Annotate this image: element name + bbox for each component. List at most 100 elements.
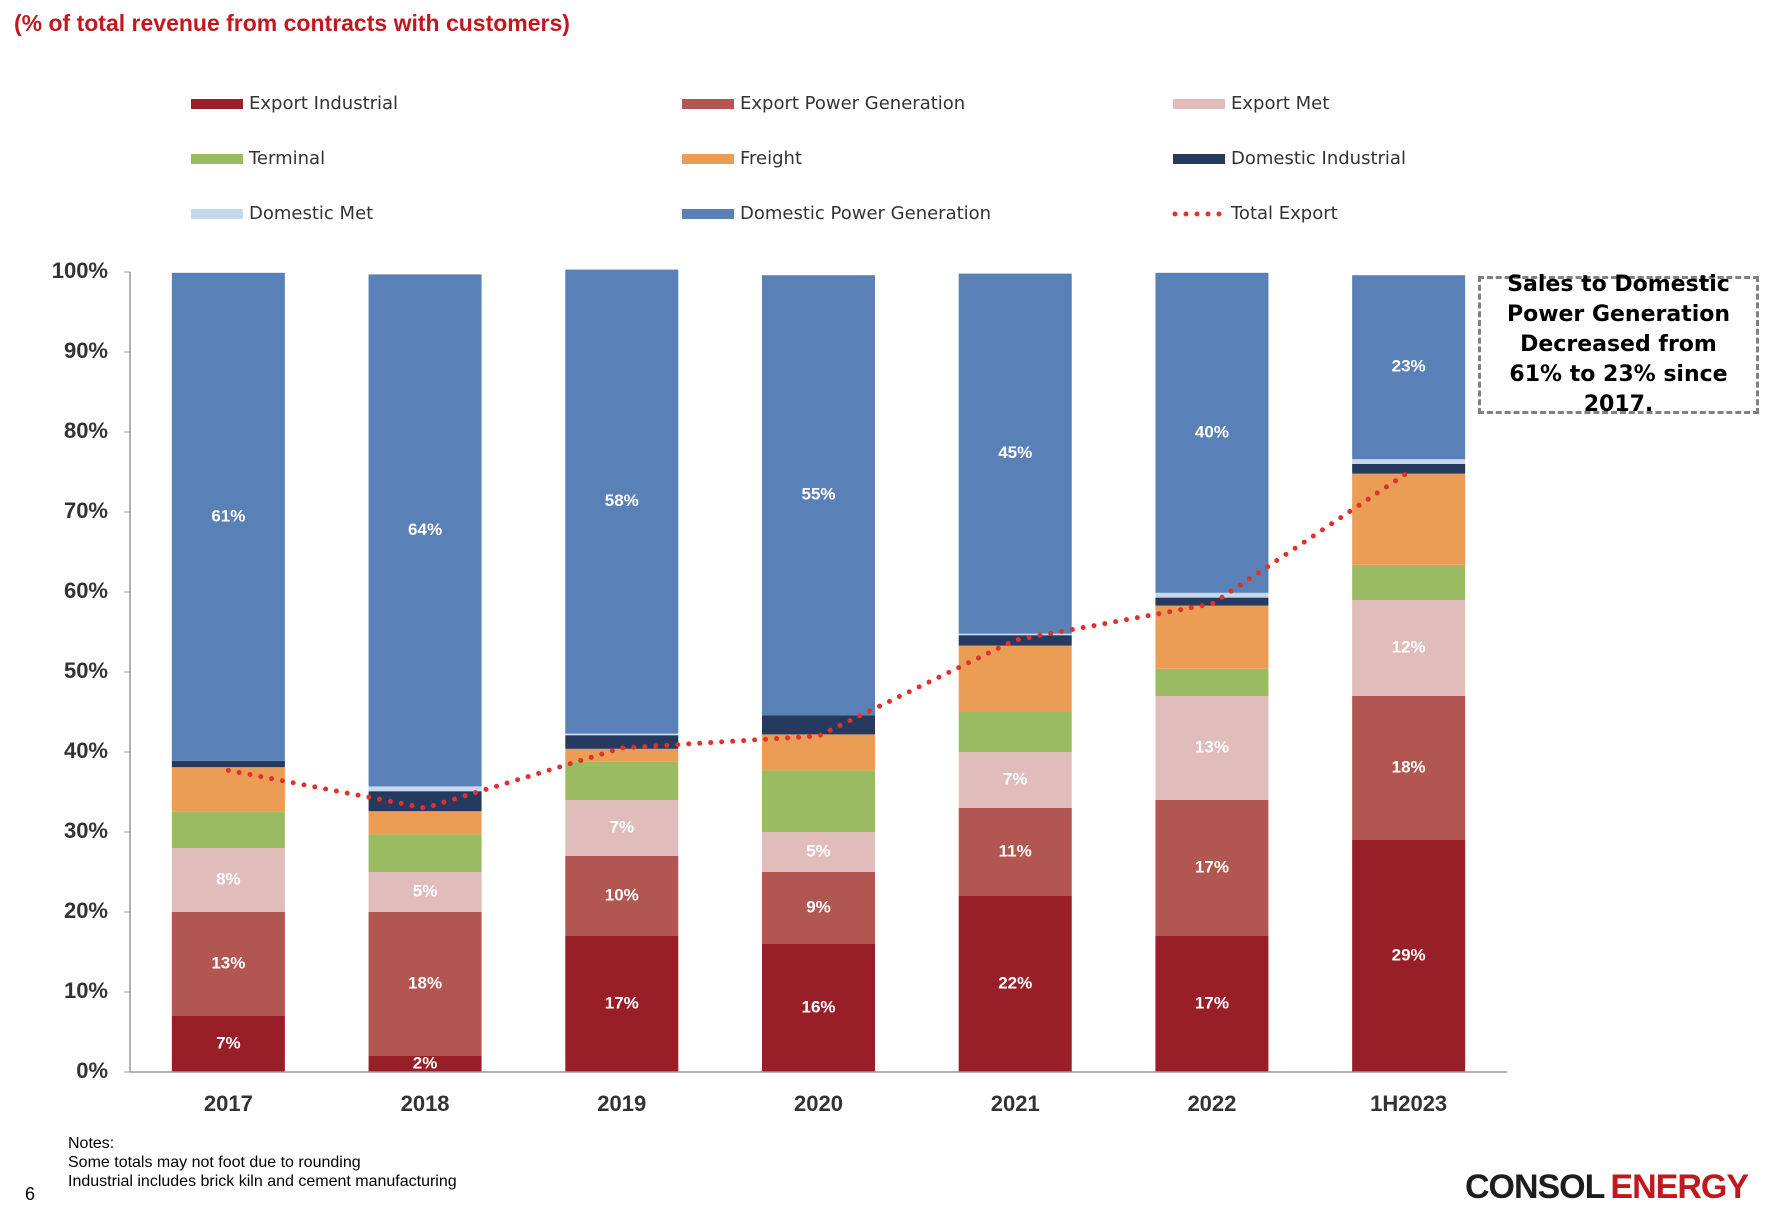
legend-swatch xyxy=(1173,99,1225,109)
bar-segment xyxy=(762,734,875,771)
data-label: 11% xyxy=(999,841,1032,860)
bar-segment xyxy=(368,791,482,812)
bar-segment xyxy=(1155,936,1269,1072)
legend-label: Freight xyxy=(740,148,802,169)
bar-segment xyxy=(1155,800,1269,936)
y-tick-label: 30% xyxy=(64,818,108,843)
logo-text: CONSOL xyxy=(1464,1168,1605,1206)
x-tick-label: 2021 xyxy=(991,1091,1040,1116)
legend-label: Domestic Industrial xyxy=(1231,148,1406,169)
y-tick-label: 100% xyxy=(52,258,108,283)
bar-segment xyxy=(1155,668,1269,696)
bar-segment xyxy=(762,872,875,944)
bar-segment xyxy=(958,712,1072,752)
bar-segment xyxy=(368,834,482,872)
data-label: 40% xyxy=(1195,422,1229,441)
x-tick-label: 1H2023 xyxy=(1370,1091,1447,1116)
x-tick-label: 2019 xyxy=(597,1091,646,1116)
data-label: 64% xyxy=(408,520,442,539)
data-label: 45% xyxy=(998,443,1032,462)
bar-segment xyxy=(958,635,1072,646)
x-tick-label: 2017 xyxy=(204,1091,253,1116)
page-number: 6 xyxy=(25,1184,36,1204)
data-label: 13% xyxy=(1195,737,1229,756)
legend-swatch xyxy=(682,99,734,109)
data-label: 17% xyxy=(605,993,639,1012)
bar-segment xyxy=(1352,473,1466,565)
bar-segment xyxy=(368,811,482,835)
bar-segment xyxy=(171,912,285,1016)
legend-label: Total Export xyxy=(1230,203,1338,224)
x-tick-label: 2018 xyxy=(401,1091,450,1116)
y-tick-label: 0% xyxy=(76,1058,108,1083)
bar-segment xyxy=(958,808,1072,896)
legend-label: Export Industrial xyxy=(249,93,398,114)
bar-segment xyxy=(1155,605,1269,669)
note: Some totals may not foot due to rounding xyxy=(68,1154,361,1171)
bar-segment xyxy=(958,752,1072,808)
bar-segment xyxy=(762,275,875,716)
bar-segment xyxy=(1352,564,1466,600)
y-tick-label: 90% xyxy=(64,338,108,363)
data-label: 29% xyxy=(1392,945,1426,964)
legend-label: Export Met xyxy=(1231,93,1329,114)
legend-swatch xyxy=(1173,154,1225,164)
legend-swatch xyxy=(682,209,734,219)
bar-segment xyxy=(368,786,482,792)
logo-text: ENERGY xyxy=(1610,1168,1749,1206)
bar-segment xyxy=(171,811,285,848)
data-label: 23% xyxy=(1392,357,1426,376)
data-label: 22% xyxy=(998,973,1032,992)
legend-label: Export Power Generation xyxy=(740,93,965,114)
bar-segment xyxy=(958,645,1072,712)
bar-segment xyxy=(565,269,679,734)
note: Industrial includes brick kiln and cemen… xyxy=(68,1173,457,1190)
bar-segment xyxy=(368,872,482,912)
data-label: 5% xyxy=(806,841,831,860)
bar-segment xyxy=(762,715,875,735)
data-label: 13% xyxy=(211,953,245,972)
y-tick-label: 40% xyxy=(64,738,108,763)
bar-segment xyxy=(368,912,482,1056)
bar-segment xyxy=(171,848,285,912)
y-tick-label: 10% xyxy=(64,978,108,1003)
data-label: 17% xyxy=(1195,857,1229,876)
data-label: 55% xyxy=(801,485,835,504)
bar-segment xyxy=(1352,840,1466,1072)
data-label: 61% xyxy=(211,506,245,525)
y-tick-label: 60% xyxy=(64,578,108,603)
bar-segment xyxy=(762,832,875,872)
bar-segment xyxy=(762,944,875,1072)
bar-segment xyxy=(171,1016,285,1072)
bar-segment xyxy=(1352,459,1466,464)
bar-segment xyxy=(565,800,679,856)
bar-segment xyxy=(958,273,1072,634)
bar-segment xyxy=(958,633,1072,636)
y-tick-label: 50% xyxy=(64,658,108,683)
bar-segment xyxy=(1352,275,1466,460)
logo: CONSOL ENERGY xyxy=(1464,1168,1749,1207)
data-label: 18% xyxy=(1392,757,1426,776)
data-label: 9% xyxy=(806,897,831,916)
bar-segment xyxy=(368,1056,482,1072)
bar-segment xyxy=(565,856,679,936)
bar-segment xyxy=(565,761,679,800)
total-line xyxy=(225,469,1412,811)
bar-segment xyxy=(762,770,875,832)
bar-segment xyxy=(565,748,679,762)
chart-title: (% of total revenue from contracts with … xyxy=(14,10,570,36)
legend-swatch xyxy=(191,154,243,164)
bar-segment xyxy=(1352,696,1466,840)
bar-segment xyxy=(565,735,679,749)
data-label: 7% xyxy=(216,1033,241,1052)
legend-label: Domestic Met xyxy=(249,203,373,224)
legend-swatch xyxy=(191,99,243,109)
data-label: 7% xyxy=(1003,769,1028,788)
note: Notes: xyxy=(68,1135,115,1152)
data-label: 12% xyxy=(1392,637,1426,656)
bar-segment xyxy=(565,733,679,736)
bar-segment xyxy=(171,760,285,768)
bar-segment xyxy=(1352,600,1466,696)
y-tick-label: 20% xyxy=(64,898,108,923)
